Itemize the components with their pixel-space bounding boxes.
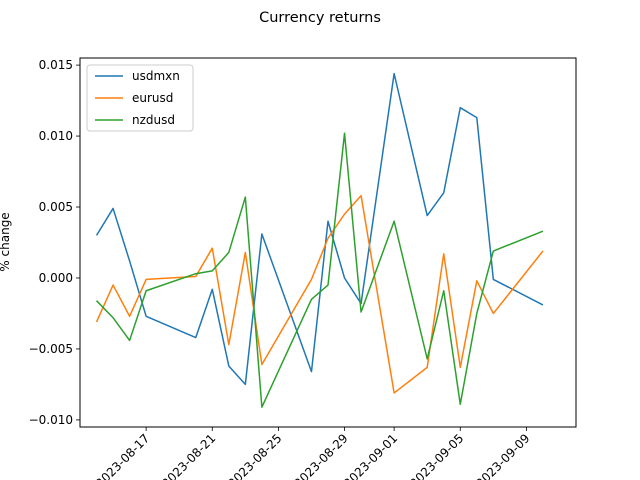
axes-frame [79,57,577,428]
y-tick-label: 0.010 [39,129,73,143]
legend-label-nzdusd: nzdusd [132,113,175,127]
y-axis: −0.010 −0.005 0.000 0.005 0.010 0.015 [29,58,80,427]
series-line-nzdusd [95,132,544,408]
y-tick-label: 0.000 [39,271,73,285]
series-line-eurusd [95,194,544,394]
x-tick-label: 2023-08-29 [291,431,350,480]
series-line-usdmxn [95,72,544,386]
legend-box [86,64,194,132]
x-tick-label: 2023-08-17 [93,431,152,480]
y-tick-label: −0.010 [29,413,73,427]
x-tick-label: 2023-09-09 [473,431,532,480]
chart-title: Currency returns [259,10,381,26]
y-tick-label: 0.015 [39,58,73,72]
y-tick-label: −0.005 [29,342,73,356]
x-tick-label: 2023-08-21 [159,431,218,480]
legend-label-usdmxn: usdmxn [132,69,180,83]
x-tick-label: 2023-08-25 [225,431,284,480]
legend: usdmxn eurusd nzdusd [86,64,194,132]
legend-label-eurusd: eurusd [132,91,173,105]
plot-lines [95,72,544,408]
y-tick-label: 0.005 [39,200,73,214]
x-tick-label: 2023-09-01 [341,431,400,480]
x-tick-label: 2023-09-05 [407,431,466,480]
y-axis-label: % change [0,212,12,271]
x-axis: 2023-08-17 2023-08-21 2023-08-25 2023-08-29… [93,427,533,480]
